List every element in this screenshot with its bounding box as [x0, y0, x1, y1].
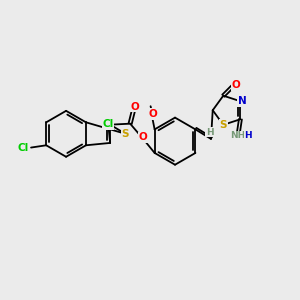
Text: O: O [232, 80, 241, 90]
Text: N: N [238, 96, 246, 106]
Text: H: H [244, 131, 252, 140]
Text: S: S [220, 120, 227, 130]
Text: O: O [139, 132, 148, 142]
Text: O: O [148, 109, 157, 119]
Text: H: H [206, 128, 213, 137]
Text: Cl: Cl [102, 119, 114, 129]
Text: S: S [122, 129, 129, 139]
Text: NH: NH [230, 131, 245, 140]
Text: O: O [131, 101, 140, 112]
Text: Cl: Cl [18, 143, 29, 153]
